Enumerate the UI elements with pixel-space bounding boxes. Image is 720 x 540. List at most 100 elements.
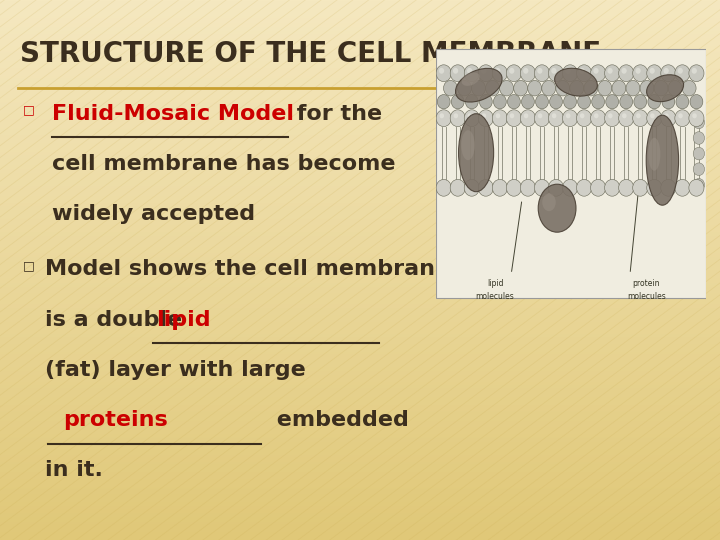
Circle shape [549, 179, 564, 196]
Circle shape [565, 68, 570, 74]
Circle shape [509, 68, 514, 74]
Circle shape [457, 80, 472, 96]
Circle shape [693, 179, 704, 191]
Circle shape [693, 116, 704, 129]
Circle shape [590, 65, 606, 82]
Circle shape [454, 113, 458, 118]
Circle shape [439, 113, 444, 118]
Circle shape [654, 80, 668, 96]
Circle shape [549, 110, 564, 126]
Circle shape [464, 65, 480, 82]
Circle shape [633, 110, 648, 126]
Circle shape [647, 65, 662, 82]
Text: in it.: in it. [45, 460, 102, 480]
Circle shape [678, 68, 683, 74]
Circle shape [492, 65, 508, 82]
Text: Model shows the cell membrane: Model shows the cell membrane [45, 259, 450, 279]
Text: is a double: is a double [45, 309, 189, 329]
Circle shape [605, 110, 620, 126]
Text: protein: protein [632, 279, 660, 288]
Circle shape [493, 94, 506, 109]
Text: cell membrane has become: cell membrane has become [52, 154, 395, 174]
Text: lipid: lipid [487, 279, 503, 288]
Circle shape [675, 179, 690, 196]
Circle shape [536, 94, 549, 109]
Circle shape [661, 110, 676, 126]
Circle shape [467, 113, 472, 118]
Circle shape [661, 179, 676, 196]
Circle shape [647, 110, 662, 126]
Circle shape [590, 110, 606, 126]
Circle shape [692, 113, 697, 118]
Circle shape [564, 94, 577, 109]
Text: for the: for the [289, 104, 382, 124]
Circle shape [534, 110, 549, 126]
Circle shape [521, 179, 536, 196]
Circle shape [636, 68, 641, 74]
Circle shape [506, 65, 521, 82]
Circle shape [439, 68, 444, 74]
Ellipse shape [648, 138, 660, 171]
Text: STRUCTURE OF THE CELL MEMBRANE: STRUCTURE OF THE CELL MEMBRANE [20, 40, 601, 69]
Circle shape [570, 80, 584, 96]
Text: molecules: molecules [476, 292, 514, 301]
Circle shape [664, 113, 669, 118]
Ellipse shape [647, 75, 683, 102]
Circle shape [622, 113, 626, 118]
Circle shape [593, 68, 598, 74]
Circle shape [693, 163, 704, 176]
Circle shape [662, 94, 675, 109]
Circle shape [594, 113, 598, 118]
Circle shape [608, 113, 613, 118]
Circle shape [467, 68, 472, 74]
Circle shape [640, 80, 654, 96]
Circle shape [675, 65, 690, 82]
Circle shape [633, 179, 648, 196]
Circle shape [577, 110, 592, 126]
Ellipse shape [456, 69, 502, 102]
Circle shape [590, 179, 606, 196]
Circle shape [650, 113, 654, 118]
Circle shape [626, 80, 640, 96]
Circle shape [500, 80, 513, 96]
Circle shape [478, 65, 493, 82]
Circle shape [549, 65, 564, 82]
Circle shape [523, 68, 528, 74]
Circle shape [678, 113, 683, 118]
Circle shape [495, 113, 500, 118]
Circle shape [648, 94, 661, 109]
Circle shape [437, 94, 450, 109]
Circle shape [481, 68, 486, 74]
Circle shape [676, 94, 689, 109]
Circle shape [618, 65, 634, 82]
Circle shape [444, 80, 457, 96]
Circle shape [634, 94, 647, 109]
Circle shape [436, 65, 451, 82]
Circle shape [537, 68, 542, 74]
Circle shape [618, 179, 634, 196]
Ellipse shape [459, 114, 494, 192]
Circle shape [478, 110, 493, 126]
Circle shape [510, 113, 514, 118]
Circle shape [450, 179, 465, 196]
Circle shape [608, 68, 613, 74]
Circle shape [495, 68, 500, 74]
FancyBboxPatch shape [436, 49, 706, 298]
Circle shape [689, 110, 704, 126]
Circle shape [480, 94, 492, 109]
Circle shape [464, 179, 480, 196]
Circle shape [693, 132, 704, 144]
Circle shape [621, 68, 626, 74]
Circle shape [606, 94, 618, 109]
Circle shape [690, 94, 703, 109]
Circle shape [577, 179, 592, 196]
Circle shape [528, 80, 541, 96]
Circle shape [675, 110, 690, 126]
Circle shape [451, 94, 464, 109]
Text: molecules: molecules [627, 292, 665, 301]
Text: Fluid-Mosaic Model: Fluid-Mosaic Model [52, 104, 294, 124]
Circle shape [580, 113, 585, 118]
Text: □: □ [23, 104, 35, 117]
Circle shape [464, 110, 480, 126]
Circle shape [541, 80, 556, 96]
